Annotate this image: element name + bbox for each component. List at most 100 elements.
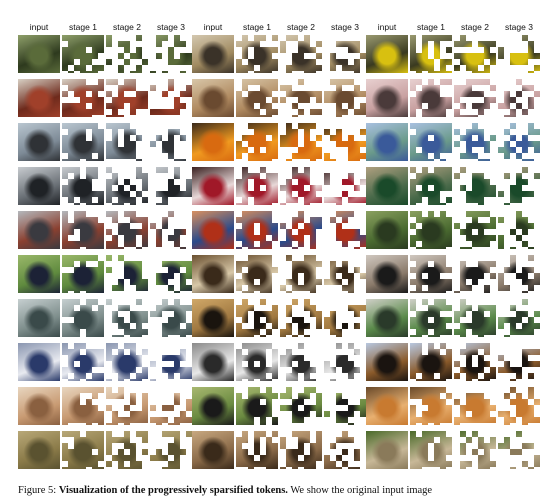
pruned-token-mask xyxy=(142,423,148,425)
pruned-token-mask xyxy=(534,223,540,229)
pruned-token-mask xyxy=(510,41,516,47)
pruned-token-mask xyxy=(460,393,466,399)
pruned-token-mask xyxy=(416,423,422,425)
pruned-token-mask xyxy=(272,255,278,261)
pruned-token-mask xyxy=(254,291,260,293)
pruned-token-mask xyxy=(510,235,516,241)
stage-2-tile xyxy=(280,211,322,249)
pruned-token-mask xyxy=(466,203,472,205)
pruned-token-mask xyxy=(106,53,112,59)
column-header: stage 1 xyxy=(69,22,97,32)
pruned-token-mask xyxy=(248,437,254,443)
pruned-token-mask xyxy=(254,85,260,91)
pruned-token-mask xyxy=(516,291,522,293)
pruned-token-mask xyxy=(80,393,86,399)
pruned-token-mask xyxy=(156,443,162,449)
pruned-token-mask xyxy=(498,349,504,355)
pruned-token-mask xyxy=(292,159,298,161)
pruned-token-mask xyxy=(498,85,504,91)
pruned-token-mask xyxy=(186,97,192,103)
pruned-token-mask xyxy=(292,41,298,47)
stage-3-tile xyxy=(498,431,540,469)
pruned-token-mask xyxy=(466,387,472,393)
pruned-token-mask xyxy=(118,135,124,141)
pruned-token-mask xyxy=(360,355,366,361)
pruned-token-mask xyxy=(478,449,484,455)
pruned-token-mask xyxy=(510,299,516,305)
pruned-token-mask xyxy=(92,185,98,191)
pruned-token-mask xyxy=(304,185,310,191)
pruned-token-mask xyxy=(460,123,466,129)
pruned-token-mask xyxy=(310,203,316,205)
pruned-token-mask xyxy=(498,179,504,185)
pruned-token-mask xyxy=(150,153,156,159)
pruned-token-mask xyxy=(336,273,342,279)
pruned-token-mask xyxy=(236,343,242,349)
pruned-token-mask xyxy=(292,423,298,425)
pruned-token-mask xyxy=(342,247,348,249)
pruned-token-mask xyxy=(324,59,330,65)
pruned-token-mask xyxy=(286,217,292,223)
pruned-token-mask xyxy=(280,129,286,135)
pruned-token-mask xyxy=(150,279,156,285)
pruned-token-mask xyxy=(118,329,124,335)
pruned-token-mask xyxy=(286,53,292,59)
pruned-token-mask xyxy=(416,223,422,229)
pruned-token-mask xyxy=(68,235,74,241)
pruned-token-mask xyxy=(342,129,348,135)
pruned-token-mask xyxy=(118,291,124,293)
pruned-token-mask xyxy=(310,323,316,329)
pruned-token-mask xyxy=(112,467,118,469)
pruned-token-mask xyxy=(498,449,504,455)
pruned-token-mask xyxy=(348,449,354,455)
pruned-token-mask xyxy=(454,35,460,41)
pruned-token-mask xyxy=(504,35,510,41)
pruned-token-mask xyxy=(504,467,510,469)
pruned-token-mask xyxy=(410,285,416,291)
pruned-token-mask xyxy=(136,185,142,191)
pruned-token-mask xyxy=(454,153,460,159)
pruned-token-mask xyxy=(136,393,142,399)
pruned-token-mask xyxy=(490,335,496,337)
pruned-token-mask xyxy=(324,135,330,141)
pruned-token-mask xyxy=(342,349,348,355)
pruned-token-mask xyxy=(150,305,156,311)
stage-1-tile xyxy=(236,79,278,117)
pruned-token-mask xyxy=(534,167,540,173)
pruned-token-mask xyxy=(242,267,248,273)
stage-1-tile xyxy=(62,343,104,381)
pruned-token-mask xyxy=(254,467,260,469)
pruned-token-mask xyxy=(336,35,342,41)
pruned-token-mask xyxy=(280,197,286,203)
pruned-token-mask xyxy=(422,211,428,217)
pruned-token-mask xyxy=(130,437,136,443)
stage-3-tile xyxy=(324,167,366,205)
pruned-token-mask xyxy=(168,455,174,461)
pruned-token-mask xyxy=(454,179,460,185)
pruned-token-mask xyxy=(118,159,124,161)
pruned-token-mask xyxy=(504,387,510,393)
pruned-token-mask xyxy=(162,247,168,249)
pruned-token-mask xyxy=(428,317,434,323)
pruned-token-mask xyxy=(360,455,366,461)
input-image-tile xyxy=(192,79,234,117)
pruned-token-mask xyxy=(316,247,322,249)
pruned-token-mask xyxy=(360,115,366,117)
pruned-token-mask xyxy=(516,71,522,73)
pruned-token-mask xyxy=(460,355,466,361)
pruned-token-mask xyxy=(186,167,192,173)
pruned-token-mask xyxy=(490,47,496,53)
pruned-token-mask xyxy=(156,405,162,411)
pruned-token-mask xyxy=(286,437,292,443)
pruned-token-mask xyxy=(150,59,156,65)
pruned-token-mask xyxy=(472,355,478,361)
stage-3-tile xyxy=(498,255,540,293)
pruned-token-mask xyxy=(112,167,118,173)
input-image-tile xyxy=(18,387,60,425)
pruned-token-mask xyxy=(354,279,360,285)
pruned-token-mask xyxy=(348,399,354,405)
pruned-token-mask xyxy=(156,285,162,291)
pruned-token-mask xyxy=(504,185,510,191)
stage-2-tile xyxy=(280,167,322,205)
pruned-token-mask xyxy=(130,123,136,129)
